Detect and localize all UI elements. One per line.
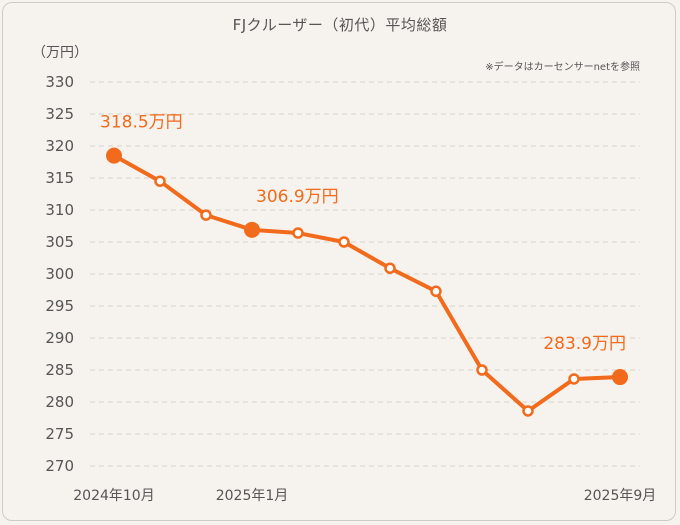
y-tick-label: 275 [45, 425, 74, 443]
data-point [338, 236, 350, 248]
data-point [154, 175, 166, 187]
y-tick-label: 315 [45, 169, 74, 187]
series-group [106, 147, 628, 417]
y-tick-label: 330 [45, 73, 74, 91]
chart-frame [2, 2, 676, 521]
data-point [430, 285, 442, 298]
annotations: 318.5万円 306.9万円 283.9万円 [100, 113, 626, 354]
source-note: ※データはカーセンサーnetを参照 [485, 62, 640, 73]
x-tick-label: 2025年1月 [216, 488, 289, 504]
x-tick-labels: 2024年10月 2025年1月 2025年9月 [73, 488, 656, 504]
data-point [384, 262, 396, 274]
data-point [476, 364, 488, 376]
y-tick-label: 300 [45, 265, 74, 283]
y-tick-label: 280 [45, 393, 74, 411]
data-point [522, 405, 534, 417]
y-tick-label: 310 [45, 201, 74, 219]
y-tick-label: 320 [45, 137, 74, 155]
data-point-highlight [612, 369, 628, 386]
chart-title: FJクルーザー（初代）平均総額 [232, 16, 448, 34]
series-line [112, 153, 622, 413]
data-point [568, 373, 580, 385]
y-tick-labels: 330 325 320 315 310 305 300 295 290 285 280 275 270 [45, 73, 74, 475]
data-point-highlight [106, 147, 122, 164]
y-tick-label: 285 [45, 361, 74, 379]
x-tick-label: 2025年9月 [584, 488, 657, 504]
data-point [200, 209, 212, 221]
y-tick-label: 270 [45, 457, 74, 475]
data-label: 283.9万円 [543, 334, 626, 354]
grid-lines [90, 81, 640, 467]
y-tick-label: 295 [45, 297, 74, 315]
data-point [292, 227, 304, 239]
y-axis-unit: （万円） [32, 45, 88, 61]
data-label: 318.5万円 [100, 113, 183, 133]
x-tick-label: 2024年10月 [73, 488, 154, 504]
data-point-highlight [244, 221, 260, 238]
y-tick-label: 325 [45, 105, 74, 123]
y-tick-label: 290 [45, 329, 74, 347]
data-label: 306.9万円 [256, 187, 339, 207]
y-tick-label: 305 [45, 233, 74, 251]
